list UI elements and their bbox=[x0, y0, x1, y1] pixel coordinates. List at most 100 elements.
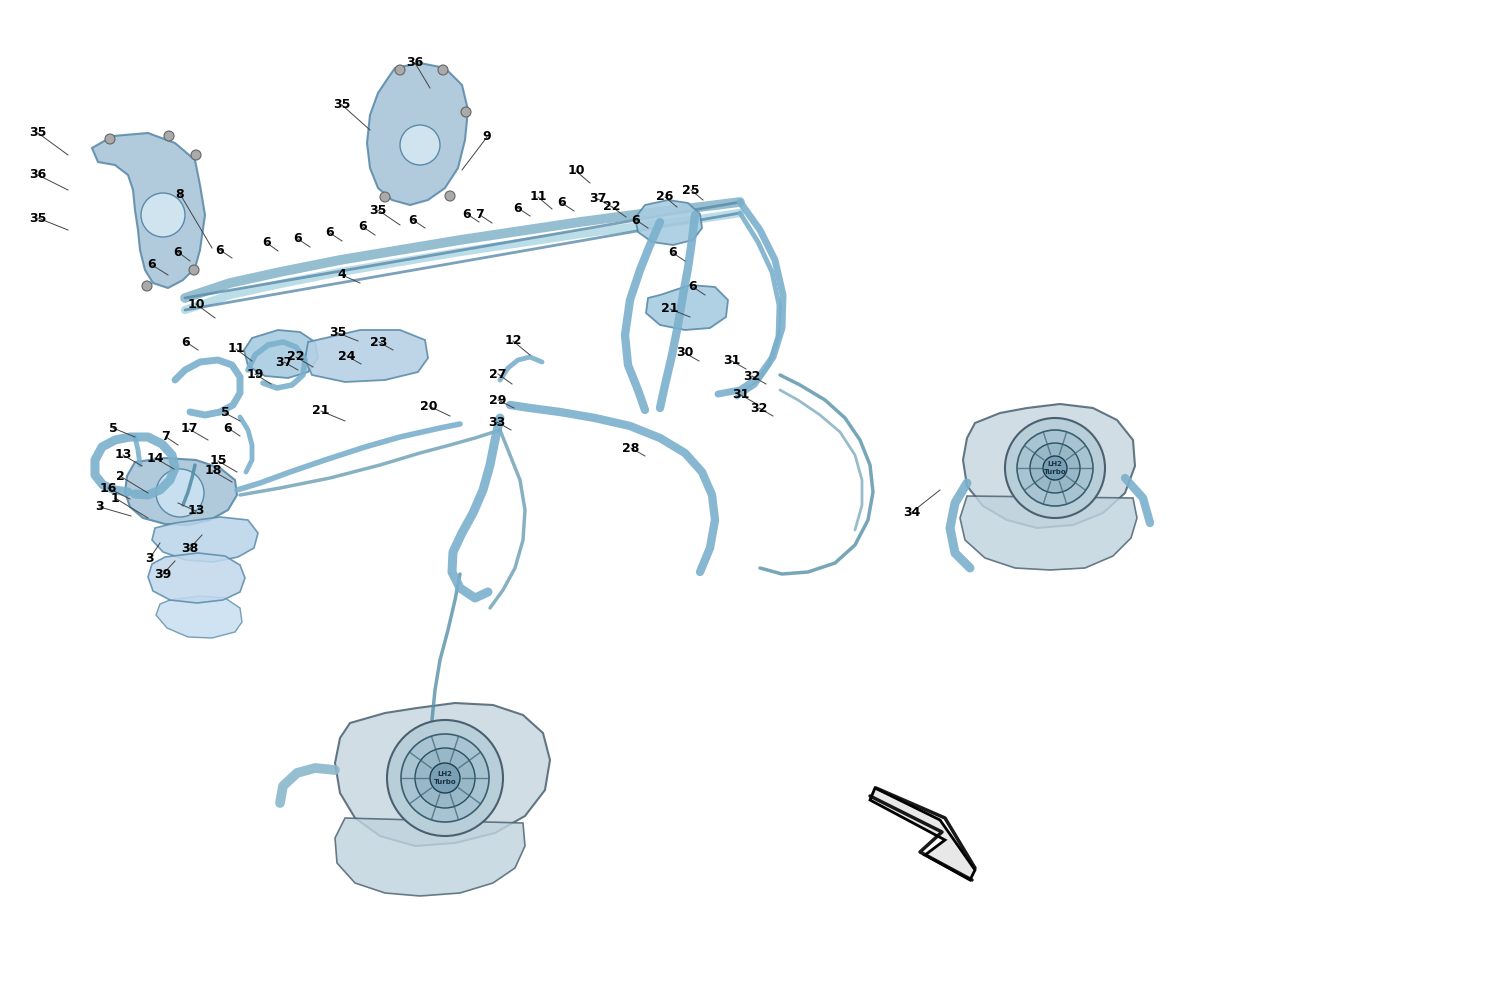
Text: 6: 6 bbox=[262, 236, 272, 249]
Text: 3: 3 bbox=[96, 500, 105, 514]
Text: 10: 10 bbox=[567, 164, 585, 177]
Circle shape bbox=[380, 192, 390, 202]
Text: 22: 22 bbox=[288, 350, 304, 363]
Text: 36: 36 bbox=[30, 168, 46, 181]
Text: 7: 7 bbox=[476, 208, 484, 221]
Text: 6: 6 bbox=[294, 232, 303, 245]
Circle shape bbox=[1042, 456, 1066, 480]
Text: 35: 35 bbox=[30, 126, 46, 139]
Polygon shape bbox=[963, 404, 1136, 528]
Circle shape bbox=[460, 107, 471, 117]
Circle shape bbox=[446, 191, 454, 201]
Text: 12: 12 bbox=[504, 334, 522, 347]
Text: 11: 11 bbox=[530, 190, 546, 203]
Text: 5: 5 bbox=[220, 406, 230, 419]
Text: 20: 20 bbox=[420, 399, 438, 412]
Text: 21: 21 bbox=[312, 404, 330, 417]
Text: 38: 38 bbox=[182, 542, 198, 555]
Text: 6: 6 bbox=[408, 213, 417, 226]
Polygon shape bbox=[334, 818, 525, 896]
Text: 13: 13 bbox=[114, 448, 132, 461]
Text: 6: 6 bbox=[216, 243, 225, 256]
Text: 39: 39 bbox=[154, 568, 171, 581]
Text: 27: 27 bbox=[489, 367, 507, 380]
Polygon shape bbox=[368, 63, 468, 205]
Text: 6: 6 bbox=[632, 213, 640, 226]
Text: 36: 36 bbox=[406, 56, 423, 69]
Text: 1: 1 bbox=[111, 491, 120, 505]
Circle shape bbox=[141, 193, 184, 237]
Circle shape bbox=[1017, 430, 1094, 506]
Text: 37: 37 bbox=[590, 192, 606, 205]
Text: 22: 22 bbox=[603, 200, 621, 213]
Text: LH2
Turbo: LH2 Turbo bbox=[433, 772, 456, 785]
Circle shape bbox=[416, 748, 476, 808]
Polygon shape bbox=[960, 496, 1137, 570]
Text: 18: 18 bbox=[204, 464, 222, 477]
Text: 32: 32 bbox=[744, 369, 760, 382]
Polygon shape bbox=[92, 133, 206, 288]
Text: 37: 37 bbox=[276, 355, 292, 368]
Circle shape bbox=[164, 131, 174, 141]
Text: LH2
Turbo: LH2 Turbo bbox=[1044, 461, 1066, 474]
Text: 33: 33 bbox=[489, 415, 506, 428]
Polygon shape bbox=[156, 596, 242, 638]
Text: 6: 6 bbox=[558, 196, 567, 209]
Polygon shape bbox=[124, 458, 237, 525]
Text: 6: 6 bbox=[182, 335, 190, 348]
Circle shape bbox=[189, 265, 200, 275]
Text: 30: 30 bbox=[676, 346, 693, 359]
Circle shape bbox=[400, 125, 439, 165]
Text: 24: 24 bbox=[339, 349, 356, 362]
Text: 4: 4 bbox=[338, 268, 346, 281]
Text: 31: 31 bbox=[732, 388, 750, 401]
Polygon shape bbox=[870, 788, 975, 880]
Polygon shape bbox=[244, 330, 318, 378]
Text: 11: 11 bbox=[228, 342, 244, 355]
Text: 15: 15 bbox=[209, 454, 226, 467]
Polygon shape bbox=[634, 200, 702, 245]
Text: 6: 6 bbox=[513, 201, 522, 214]
Text: 7: 7 bbox=[162, 430, 171, 443]
Text: 6: 6 bbox=[147, 258, 156, 271]
Text: 5: 5 bbox=[108, 421, 117, 434]
Text: 29: 29 bbox=[489, 393, 507, 406]
Text: 6: 6 bbox=[224, 421, 232, 434]
Circle shape bbox=[142, 281, 152, 291]
Circle shape bbox=[105, 134, 116, 144]
Text: 35: 35 bbox=[369, 203, 387, 216]
Polygon shape bbox=[304, 330, 427, 382]
Text: 31: 31 bbox=[723, 354, 741, 367]
Text: 3: 3 bbox=[146, 552, 154, 565]
Circle shape bbox=[1005, 418, 1106, 518]
Circle shape bbox=[438, 65, 448, 75]
Text: 13: 13 bbox=[188, 505, 204, 518]
Text: 35: 35 bbox=[30, 211, 46, 224]
Text: 8: 8 bbox=[176, 187, 184, 200]
Text: 25: 25 bbox=[682, 183, 699, 196]
Text: 26: 26 bbox=[657, 190, 674, 203]
Polygon shape bbox=[148, 553, 244, 603]
Circle shape bbox=[430, 763, 460, 793]
Polygon shape bbox=[334, 703, 550, 846]
Text: 35: 35 bbox=[330, 326, 346, 339]
Circle shape bbox=[394, 65, 405, 75]
Text: 35: 35 bbox=[333, 98, 351, 111]
Text: 32: 32 bbox=[750, 401, 768, 414]
Text: 21: 21 bbox=[662, 302, 678, 315]
Circle shape bbox=[156, 469, 204, 517]
Circle shape bbox=[190, 150, 201, 160]
Text: 28: 28 bbox=[622, 441, 639, 454]
Text: 2: 2 bbox=[116, 469, 124, 482]
Text: 17: 17 bbox=[180, 422, 198, 435]
Text: 10: 10 bbox=[188, 297, 204, 310]
Text: 14: 14 bbox=[147, 451, 164, 464]
Text: 6: 6 bbox=[462, 207, 471, 220]
Text: 16: 16 bbox=[99, 481, 117, 494]
Text: 6: 6 bbox=[688, 280, 698, 293]
Text: 34: 34 bbox=[903, 506, 921, 519]
Circle shape bbox=[1030, 443, 1080, 493]
Text: 19: 19 bbox=[246, 367, 264, 380]
Text: 23: 23 bbox=[370, 335, 387, 348]
Text: 6: 6 bbox=[358, 220, 368, 233]
